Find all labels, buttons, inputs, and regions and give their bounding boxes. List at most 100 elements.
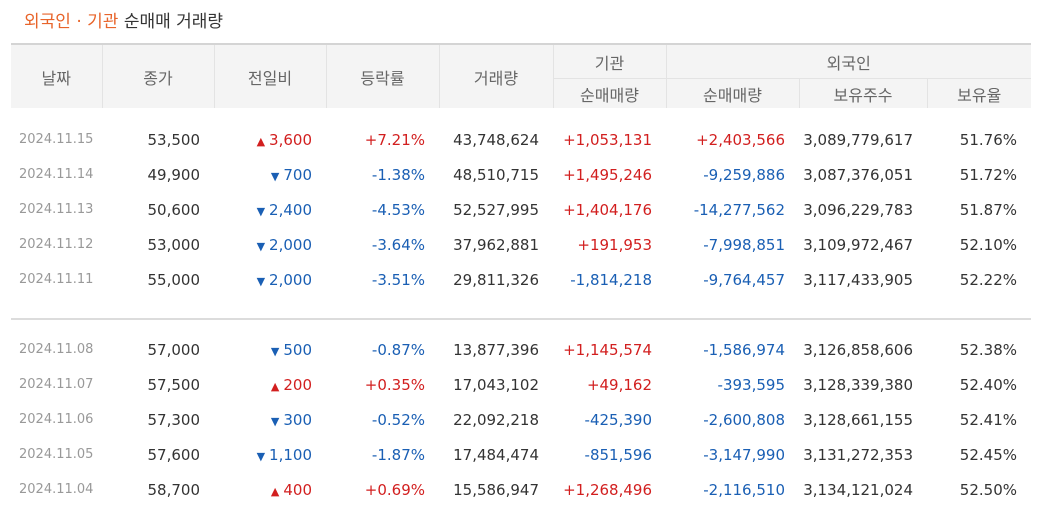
date-cell: 2024.11.13	[19, 202, 94, 217]
ratio-cell: 52.50%	[959, 480, 1017, 499]
rate-cell: -3.64%	[371, 235, 425, 254]
trading-volume-table: 날짜 종가 전일비 등락률 거래량 기관 외국인 순매매량 순매매량 보유주수 …	[11, 43, 1031, 507]
change-value: 2,000	[269, 270, 312, 289]
header-ratio: 보유율	[926, 78, 1031, 108]
table-row: 2024.11.14 49,900 ▼ 700 -1.38% 48,510,715 +1,4…	[11, 157, 1031, 192]
title-highlight: 외국인 · 기관	[24, 12, 119, 32]
date-cell: 2024.11.12	[19, 237, 94, 252]
close-cell: 57,600	[147, 445, 201, 464]
header-institution: 기관	[552, 43, 666, 79]
table-body: 2024.11.15 53,500 ▲ 3,600 +7.21% 43,748,624 +1…	[11, 108, 1031, 507]
holdings-cell: 3,126,858,606	[803, 340, 913, 359]
foreign-net-cell: +2,403,566	[696, 130, 785, 149]
foreign-net-cell: -3,147,990	[703, 445, 785, 464]
table-row: 2024.11.05 57,600 ▼ 1,100 -1.87% 17,484,474 -8…	[11, 437, 1031, 472]
holdings-cell: 3,087,376,051	[803, 165, 913, 184]
rate-cell: +0.35%	[364, 375, 425, 394]
change-value: 3,600	[269, 130, 312, 149]
table-row: 2024.11.15 53,500 ▲ 3,600 +7.21% 43,748,624 +1…	[11, 122, 1031, 157]
date-cell: 2024.11.14	[19, 167, 94, 182]
change-value: 700	[283, 165, 312, 184]
header-foreigner: 외국인	[665, 43, 1031, 79]
rate-cell: +7.21%	[364, 130, 425, 149]
inst-net-cell: -425,390	[584, 410, 652, 429]
title-rest: 순매매 거래량	[123, 12, 224, 32]
ratio-cell: 51.87%	[959, 200, 1017, 219]
triangle-down-icon: ▼	[270, 344, 280, 358]
change-value: 500	[283, 340, 312, 359]
triangle-down-icon: ▼	[270, 414, 280, 428]
rate-cell: -4.53%	[371, 200, 425, 219]
header-change: 전일비	[213, 43, 326, 108]
header-close: 종가	[101, 43, 214, 108]
ratio-cell: 52.22%	[959, 270, 1017, 289]
table-row: 2024.11.12 53,000 ▼ 2,000 -3.64% 37,962,881 +1…	[11, 227, 1031, 262]
change-value: 2,000	[269, 235, 312, 254]
header-volume: 거래량	[438, 43, 553, 108]
date-cell: 2024.11.06	[19, 412, 94, 427]
volume-cell: 22,092,218	[453, 410, 539, 429]
change-cell: ▼ 2,000	[214, 227, 326, 262]
table-row: 2024.11.07 57,500 ▲ 200 +0.35% 17,043,102 +49,…	[11, 367, 1031, 402]
ratio-cell: 52.45%	[959, 445, 1017, 464]
inst-net-cell: -851,596	[584, 445, 652, 464]
close-cell: 57,000	[147, 340, 201, 359]
spacer-cell	[11, 319, 1031, 332]
date-cell: 2024.11.05	[19, 447, 94, 462]
holdings-cell: 3,117,433,905	[803, 270, 913, 289]
foreign-net-cell: -9,764,457	[703, 270, 785, 289]
triangle-down-icon: ▼	[256, 239, 266, 253]
rate-cell: -1.38%	[371, 165, 425, 184]
ratio-cell: 51.72%	[959, 165, 1017, 184]
close-cell: 58,700	[147, 480, 201, 499]
volume-cell: 13,877,396	[453, 340, 539, 359]
change-cell: ▼ 300	[214, 402, 326, 437]
change-value: 2,400	[269, 200, 312, 219]
change-value: 1,100	[269, 445, 312, 464]
ratio-cell: 52.41%	[959, 410, 1017, 429]
inst-net-cell: +1,404,176	[563, 200, 652, 219]
change-cell: ▲ 3,600	[214, 122, 326, 157]
close-cell: 49,900	[147, 165, 201, 184]
header-inst-net: 순매매량	[552, 78, 666, 108]
holdings-cell: 3,128,339,380	[803, 375, 913, 394]
ratio-cell: 52.40%	[959, 375, 1017, 394]
close-cell: 57,500	[147, 375, 201, 394]
holdings-cell: 3,131,272,353	[803, 445, 913, 464]
holdings-cell: 3,096,229,783	[803, 200, 913, 219]
inst-net-cell: +1,495,246	[563, 165, 652, 184]
date-cell: 2024.11.15	[19, 132, 94, 147]
date-cell: 2024.11.08	[19, 342, 94, 357]
triangle-down-icon: ▼	[256, 274, 266, 288]
close-cell: 57,300	[147, 410, 201, 429]
header-holdings: 보유주수	[798, 78, 927, 108]
spacer-cell	[11, 297, 1031, 320]
table-row: 2024.11.08 57,000 ▼ 500 -0.87% 13,877,396 +1,1…	[11, 332, 1031, 367]
triangle-up-icon: ▲	[270, 379, 280, 393]
foreign-net-cell: -1,586,974	[703, 340, 785, 359]
triangle-down-icon: ▼	[256, 449, 266, 463]
change-cell: ▼ 500	[214, 332, 326, 367]
inst-net-cell: +49,162	[586, 375, 652, 394]
holdings-cell: 3,089,779,617	[803, 130, 913, 149]
triangle-up-icon: ▲	[256, 134, 266, 148]
row-spacer	[11, 297, 1031, 320]
inst-net-cell: +1,145,574	[563, 340, 652, 359]
foreign-net-cell: -2,600,808	[703, 410, 785, 429]
foreign-net-cell: -7,998,851	[703, 235, 785, 254]
triangle-down-icon: ▼	[270, 169, 280, 183]
inst-net-cell: +191,953	[577, 235, 652, 254]
inst-net-cell: -1,814,218	[570, 270, 652, 289]
foreign-net-cell: -2,116,510	[703, 480, 785, 499]
change-cell: ▼ 700	[214, 157, 326, 192]
change-cell: ▼ 1,100	[214, 437, 326, 472]
close-cell: 53,500	[147, 130, 201, 149]
close-cell: 55,000	[147, 270, 201, 289]
ratio-cell: 52.10%	[959, 235, 1017, 254]
change-value: 200	[283, 375, 312, 394]
triangle-up-icon: ▲	[270, 484, 280, 498]
date-cell: 2024.11.04	[19, 482, 94, 497]
date-cell: 2024.11.11	[19, 272, 94, 287]
foreign-net-cell: -393,595	[717, 375, 785, 394]
section-title: 외국인 · 기관 순매매 거래량	[24, 10, 223, 34]
